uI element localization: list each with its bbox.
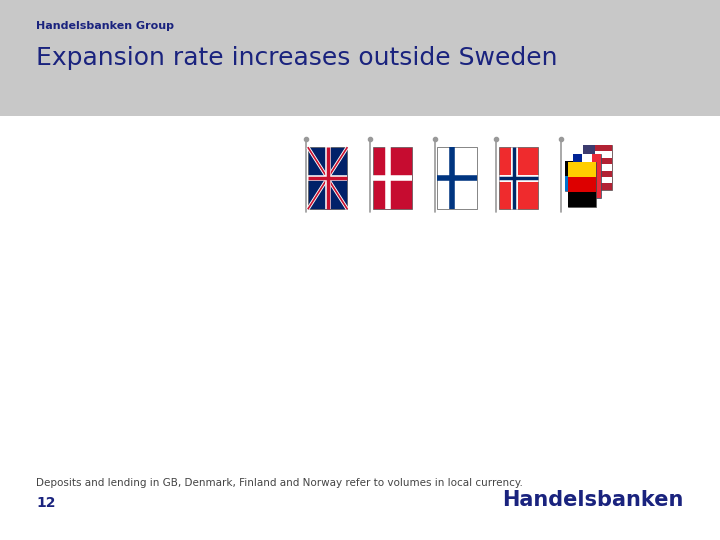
Bar [567,192,596,207]
Text: Handelsbanken: Handelsbanken [503,490,684,510]
Bar [308,147,347,209]
Text: Expansion rate increases outside Sweden: Expansion rate increases outside Sweden [36,46,557,70]
Bar [583,171,612,177]
Bar [373,147,413,209]
Bar [583,184,612,190]
Bar [583,158,612,164]
Bar [583,177,612,184]
Bar [572,154,601,198]
Bar [572,154,582,198]
Text: Deposits and lending in GB, Denmark, Finland and Norway refer to volumes in loca: Deposits and lending in GB, Denmark, Fin… [36,478,523,488]
Bar [438,147,477,209]
Bar [565,146,594,161]
Bar [567,163,596,177]
Bar [583,145,612,151]
Bar [592,154,601,198]
Bar [565,176,594,191]
Bar [567,163,596,207]
Bar [565,146,594,191]
Bar [567,177,596,192]
Text: Handelsbanken Group: Handelsbanken Group [36,21,174,31]
Bar [583,145,595,165]
Bar [498,147,539,209]
Bar [583,164,612,171]
Bar [583,145,612,190]
Bar [583,151,612,158]
Bar [565,161,594,176]
Bar [0,0,720,116]
Text: 12: 12 [36,496,55,510]
Bar [582,154,592,198]
